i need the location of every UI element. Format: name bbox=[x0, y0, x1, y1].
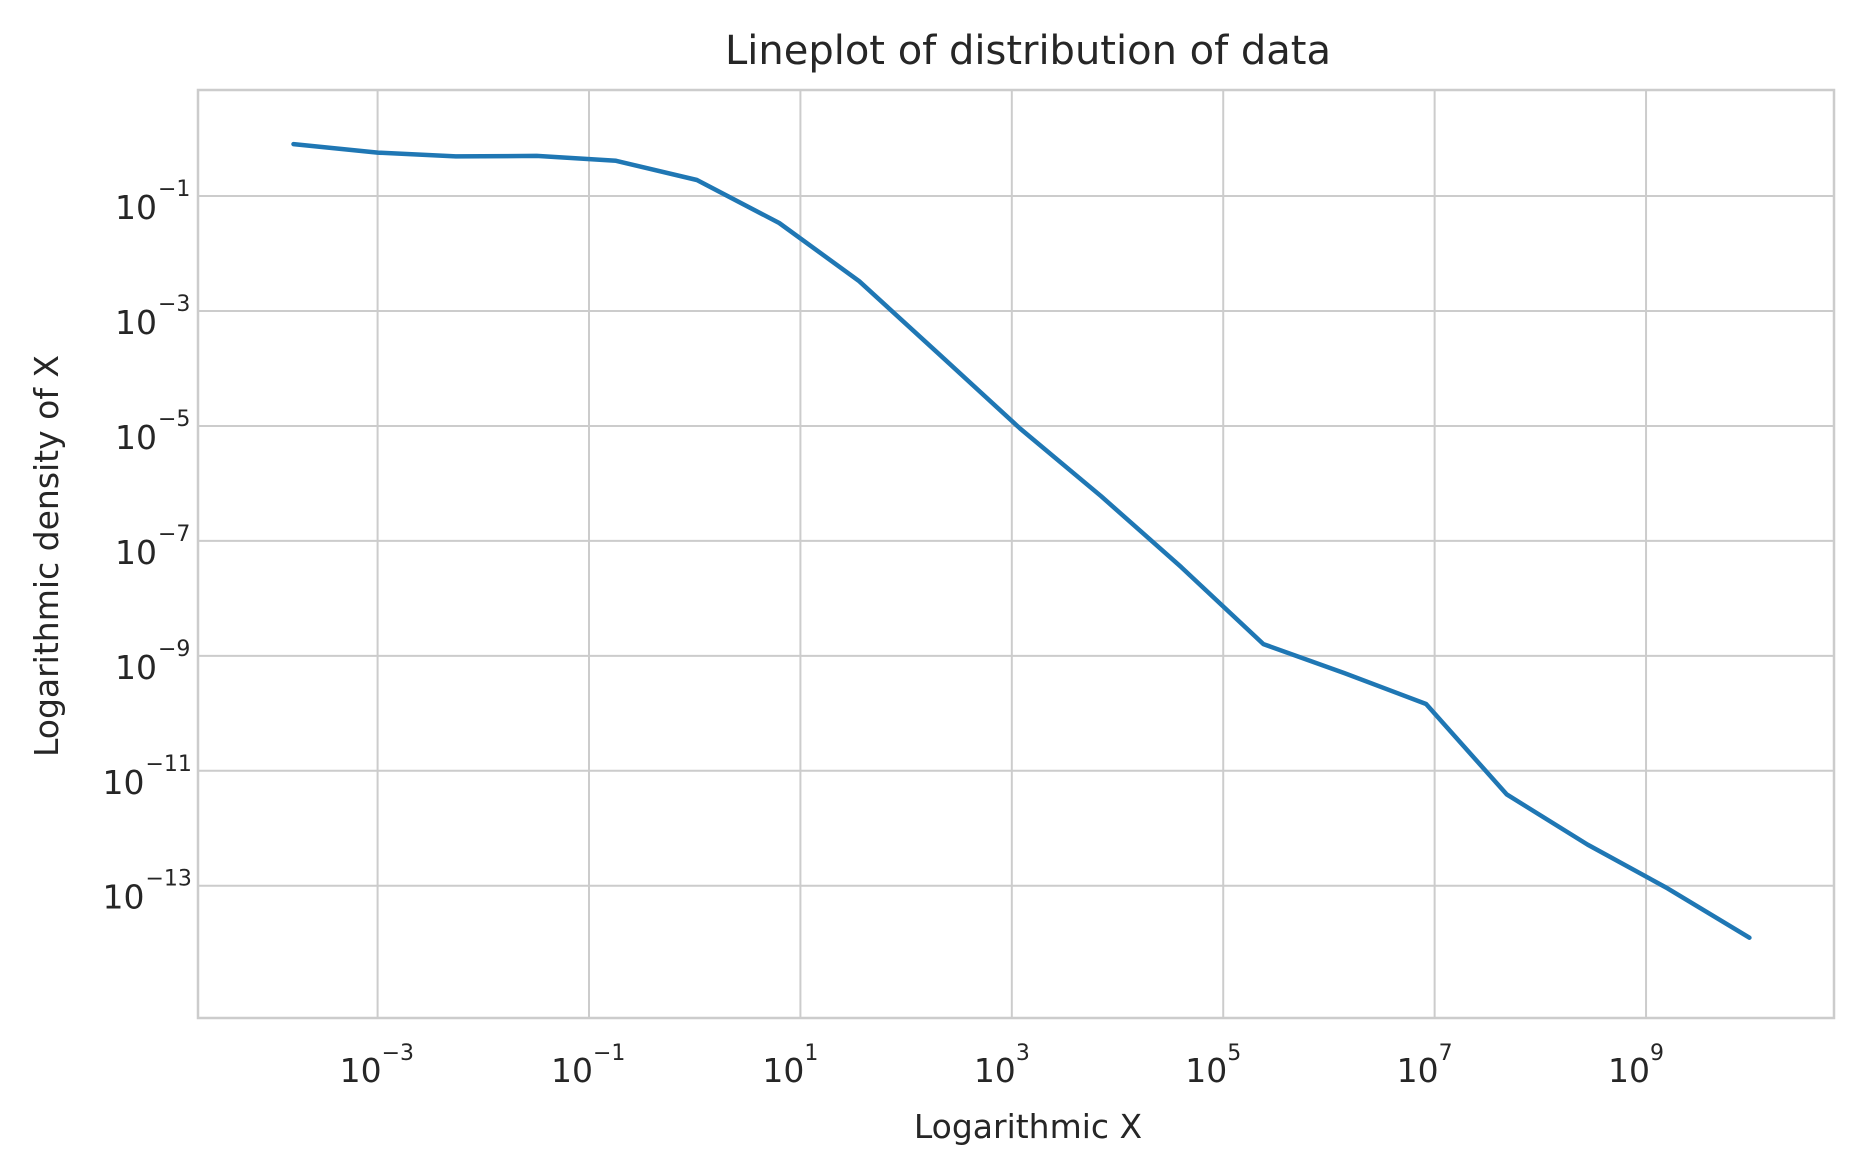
y-tick-label: 10 bbox=[115, 188, 157, 227]
y-tick-label: 10 bbox=[103, 763, 145, 802]
x-tick-label: 10 bbox=[762, 1051, 804, 1090]
x-tick-label: 10 bbox=[551, 1051, 593, 1090]
x-tick-label: 10 bbox=[1608, 1051, 1650, 1090]
x-tick-exponent: 9 bbox=[1650, 1041, 1664, 1066]
y-tick-label: 10 bbox=[103, 878, 145, 917]
plot-frame bbox=[196, 88, 1836, 1020]
x-tick-label: 10 bbox=[1185, 1051, 1227, 1090]
y-tick-exponent: −7 bbox=[158, 522, 190, 547]
x-tick-exponent: 3 bbox=[1016, 1041, 1030, 1066]
y-tick-exponent: −11 bbox=[146, 752, 192, 777]
chart-title: Lineplot of distribution of data bbox=[725, 28, 1331, 74]
y-tick-exponent: −3 bbox=[158, 292, 190, 317]
gridlines bbox=[198, 90, 1834, 1018]
y-tick-exponent: −13 bbox=[146, 867, 192, 892]
x-tick-exponent: 5 bbox=[1227, 1041, 1241, 1066]
series-layer bbox=[291, 141, 1752, 940]
y-tick-label: 10 bbox=[115, 533, 157, 572]
y-tick-exponent: −1 bbox=[158, 177, 190, 202]
y-tick-exponent: −5 bbox=[158, 407, 190, 432]
x-tick-labels: 10 −3 10 −1 10 1 10 3 10 5 10 7 10 9 bbox=[340, 1041, 1664, 1090]
y-axis-label: Logarithmic density of X bbox=[27, 355, 66, 757]
x-tick-exponent: −1 bbox=[593, 1041, 625, 1066]
y-tick-exponent: −9 bbox=[158, 637, 190, 662]
x-tick-exponent: −3 bbox=[382, 1041, 414, 1066]
y-tick-label: 10 bbox=[115, 648, 157, 687]
x-tick-label: 10 bbox=[1397, 1051, 1439, 1090]
series-line bbox=[291, 141, 1752, 940]
x-tick-label: 10 bbox=[974, 1051, 1016, 1090]
y-tick-label: 10 bbox=[115, 303, 157, 342]
y-tick-label: 10 bbox=[115, 418, 157, 457]
x-tick-label: 10 bbox=[340, 1051, 382, 1090]
x-tick-exponent: 1 bbox=[804, 1041, 818, 1066]
x-axis-label: Logarithmic X bbox=[914, 1107, 1142, 1146]
x-tick-exponent: 7 bbox=[1439, 1041, 1453, 1066]
